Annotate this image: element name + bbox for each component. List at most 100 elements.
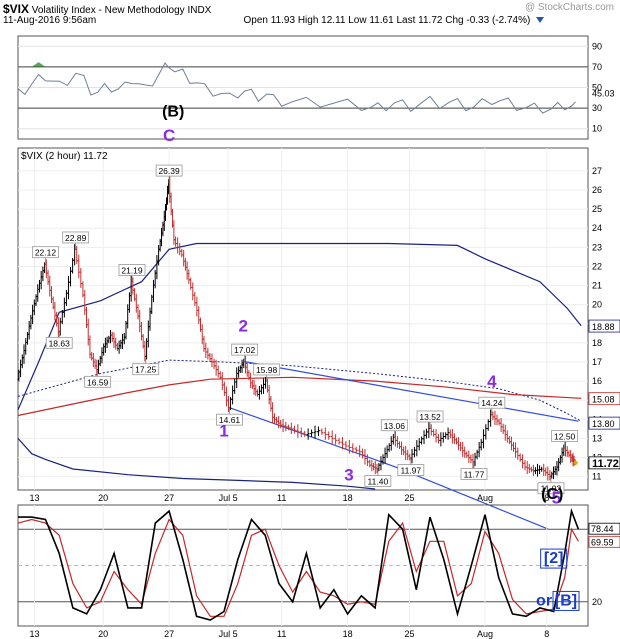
wave-label: or — [536, 592, 552, 609]
upper-band-last-value-box — [588, 319, 620, 333]
price-x-tick-label: 27 — [164, 493, 174, 503]
instrument-name: Volatility Index - New Methodology — [31, 5, 185, 16]
stoch-x-tick-label: 11 — [277, 629, 286, 639]
rsi-y-tick-label: 50 — [592, 83, 602, 93]
wave-label: 2 — [239, 316, 248, 335]
stoch-fast-line — [18, 508, 580, 621]
stoch-y-tick-label: 20 — [592, 597, 602, 607]
stoch-x-tick-label: Jul 5 — [219, 629, 238, 639]
stoch-last-slow-value: 69.59 — [591, 537, 614, 547]
price-y-tick-label: 25 — [592, 204, 602, 214]
lower-band-line — [17, 437, 376, 490]
value-label-box — [216, 413, 243, 426]
wave-label: C — [163, 126, 175, 145]
header-title-line: $VIX Volatility Index - New Methodology … — [3, 2, 211, 16]
stoch-last-fast-value: 78.44 — [591, 524, 614, 534]
price-y-tick-label: 26 — [592, 185, 602, 195]
stoch-last-slow-box — [588, 535, 620, 548]
header-quote-line: 11-Aug-2016 9:56am Open 11.93 High 12.11… — [3, 15, 545, 26]
stoch-x-tick-label: 18 — [343, 629, 353, 639]
chg-label: Chg — [445, 15, 464, 26]
wave-label: [B] — [555, 592, 577, 609]
value-label-box — [32, 246, 59, 259]
value-label-box — [416, 410, 444, 423]
dotted-ma-last-value: 13.80 — [592, 419, 615, 429]
value-label-box — [231, 343, 259, 356]
chart-canvas: 103050709045.031112131415161718192021222… — [17, 35, 620, 639]
open-label: Open — [243, 15, 268, 26]
value-label: 11.97 — [400, 466, 421, 476]
value-label: 14.61 — [219, 415, 241, 425]
rsi-last-value: 45.03 — [592, 89, 615, 99]
price-y-tick-label: 21 — [592, 281, 602, 291]
last-value: 11.72 — [418, 15, 443, 26]
value-label-box — [551, 430, 579, 442]
rsi-overbought-fill — [18, 62, 53, 67]
wave-label: (B) — [162, 103, 184, 120]
value-label: 14.24 — [481, 398, 503, 408]
symbol: $VIX — [3, 2, 30, 16]
red-ma-line — [17, 376, 582, 417]
stoch-x-tick-label: 25 — [404, 629, 414, 639]
price-y-tick-label: 23 — [592, 242, 602, 252]
price-x-tick-label: 8 — [544, 493, 549, 503]
stoch-x-tick-label: 27 — [164, 629, 174, 639]
value-label: 13.52 — [419, 412, 441, 422]
price-x-tick-label: 13 — [29, 493, 39, 503]
value-label-box — [132, 363, 160, 376]
value-label: 22.12 — [35, 248, 57, 258]
value-label-box — [155, 164, 183, 177]
red-ma-last-value-box — [588, 392, 620, 406]
price-x-tick-label: 18 — [343, 493, 353, 503]
dotted-ma-last-value-box — [588, 416, 620, 430]
value-label: 11.77 — [464, 469, 485, 479]
chevron-down-icon[interactable] — [536, 17, 545, 24]
low-label: Low — [348, 15, 367, 26]
stoch-x-tick-label: 8 — [544, 629, 549, 639]
price-x-tick-label: 20 — [98, 493, 108, 503]
price-y-tick-label: 17 — [592, 357, 602, 367]
price-x-tick-label: Jul 5 — [219, 493, 238, 503]
last-label: Last — [396, 15, 416, 26]
exchange: INDX — [187, 5, 212, 16]
value-label: 15.98 — [256, 365, 278, 375]
rsi-line — [17, 62, 576, 114]
wave-label: 1 — [219, 422, 228, 441]
stoch-slow-line — [17, 518, 579, 617]
value-label: 21.19 — [121, 265, 143, 275]
value-label: 11.40 — [368, 476, 389, 486]
value-label-box — [45, 336, 73, 349]
rsi-y-tick-label: 30 — [592, 103, 602, 113]
value-label: 12.50 — [554, 431, 576, 441]
high-value: 12.11 — [321, 15, 346, 26]
dotted-ma-line — [17, 359, 582, 422]
value-label-box — [253, 363, 281, 376]
value-label: 11.02 — [541, 484, 562, 494]
trendline — [244, 361, 579, 422]
price-legend: $VIX (2 hour) 11.72 — [21, 151, 108, 162]
trendline — [229, 407, 396, 468]
open-value: 11.93 — [270, 15, 296, 26]
value-label: 26.39 — [158, 166, 180, 176]
price-y-tick-label: 24 — [592, 223, 602, 233]
rsi-y-tick-label: 10 — [592, 124, 602, 134]
price-x-tick-label: 25 — [404, 493, 414, 503]
high-label: High — [297, 15, 319, 26]
value-label-box — [380, 419, 408, 432]
red-ma-last-value: 15.08 — [592, 395, 615, 405]
price-y-tick-label: 22 — [592, 261, 602, 271]
price-y-tick-label: 11 — [592, 472, 601, 482]
value-label: 17.25 — [135, 365, 157, 375]
upper-band-last-value: 18.88 — [592, 322, 615, 332]
stoch-x-tick-label: 20 — [98, 629, 108, 639]
price-panel-frame — [17, 147, 589, 491]
chg-value: -0.33 (-2.74%) — [466, 15, 531, 26]
value-label-box — [537, 482, 565, 495]
wave-label: 4 — [487, 372, 497, 391]
price-y-tick-label: 16 — [592, 376, 602, 386]
rsi-y-tick-label: 70 — [592, 62, 602, 72]
trendline-extension — [395, 466, 549, 530]
wave-label: [2] — [544, 550, 564, 567]
value-label-box — [364, 475, 392, 487]
low-value: 11.61 — [369, 15, 394, 26]
